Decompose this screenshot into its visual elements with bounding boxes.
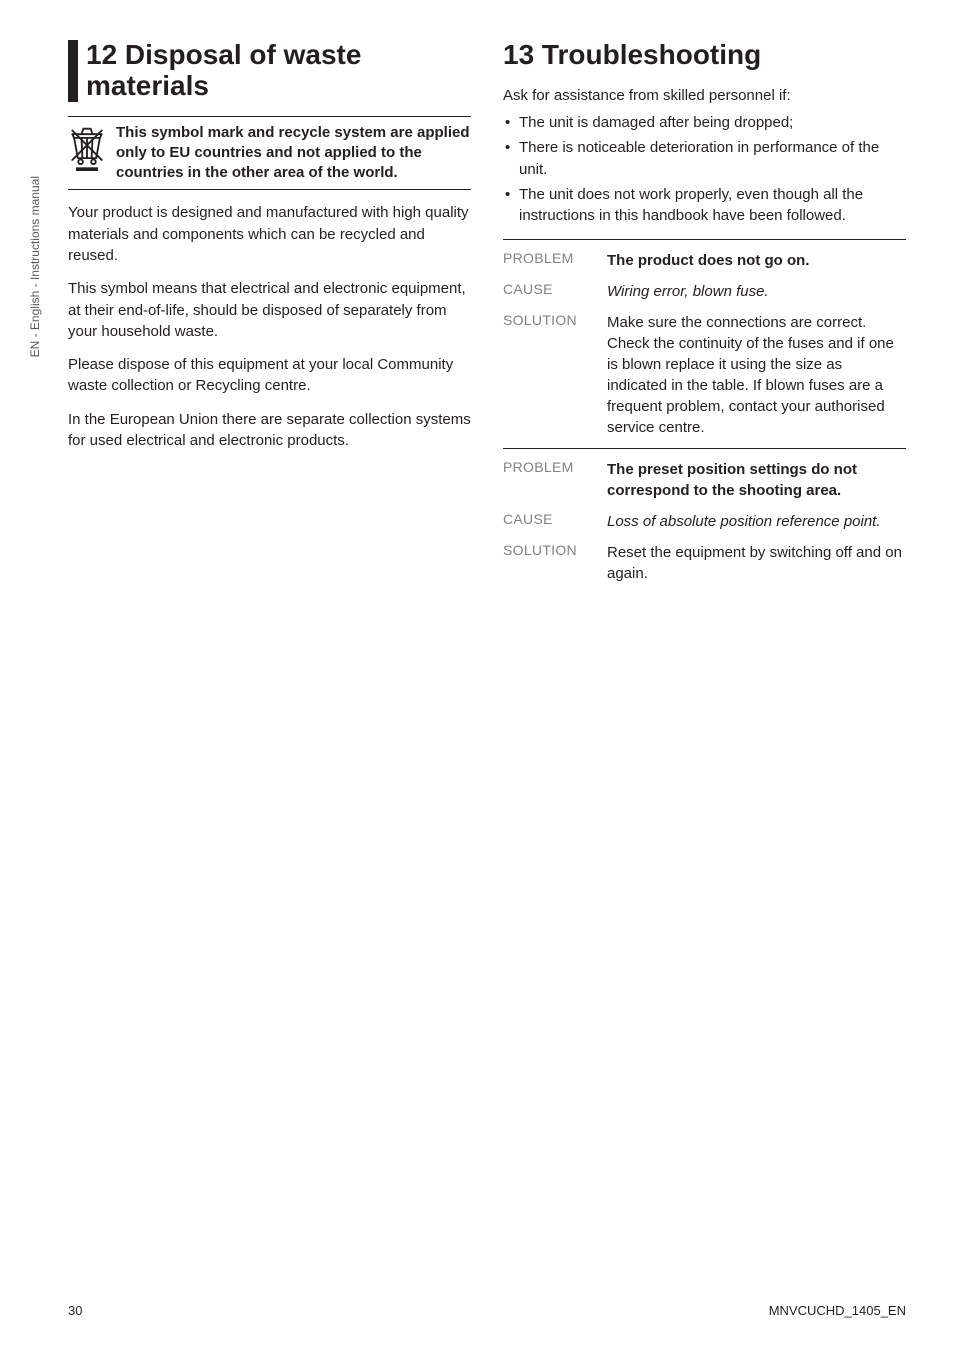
page-number: 30 [68, 1303, 82, 1318]
weee-callout: This symbol mark and recycle system are … [68, 116, 471, 191]
row-value: The product does not go on. [607, 250, 906, 271]
row-value: The preset position settings do not corr… [607, 459, 906, 501]
trouble-row-cause: CAUSE Wiring error, blown fuse. [503, 281, 906, 302]
disposal-paragraph: This symbol means that electrical and el… [68, 278, 471, 342]
bullet-item: There is noticeable deterioration in per… [503, 137, 906, 180]
section-12-heading: 12 Disposal of waste materials [68, 40, 471, 102]
disposal-paragraph: Please dispose of this equipment at your… [68, 354, 471, 397]
page-footer: 30 MNVCUCHD_1405_EN [68, 1303, 906, 1318]
heading-text: 13 Troubleshooting [503, 40, 761, 71]
section-13-heading: 13 Troubleshooting [503, 40, 906, 71]
trouble-row-cause: CAUSE Loss of absolute position referenc… [503, 511, 906, 532]
row-label: CAUSE [503, 281, 595, 302]
page-content: 12 Disposal of waste materials [0, 0, 954, 594]
troubleshoot-bullets: The unit is damaged after being dropped;… [503, 112, 906, 226]
disposal-paragraph: Your product is designed and manufacture… [68, 202, 471, 266]
troubleshoot-intro: Ask for assistance from skilled personne… [503, 85, 906, 106]
trouble-row-problem: PROBLEM The product does not go on. [503, 250, 906, 271]
trouble-row-problem: PROBLEM The preset position settings do … [503, 459, 906, 501]
trouble-row-solution: SOLUTION Make sure the connections are c… [503, 312, 906, 438]
trouble-block: PROBLEM The product does not go on. CAUS… [503, 239, 906, 438]
left-column: 12 Disposal of waste materials [68, 40, 471, 594]
disposal-paragraph: In the European Union there are separate… [68, 409, 471, 452]
row-value: Wiring error, blown fuse. [607, 281, 906, 302]
row-label: SOLUTION [503, 542, 595, 584]
row-label: CAUSE [503, 511, 595, 532]
row-value: Reset the equipment by switching off and… [607, 542, 906, 584]
trouble-block: PROBLEM The preset position settings do … [503, 448, 906, 584]
row-label: PROBLEM [503, 459, 595, 501]
bullet-item: The unit does not work properly, even th… [503, 184, 906, 227]
heading-text: 12 Disposal of waste materials [86, 40, 471, 102]
right-column: 13 Troubleshooting Ask for assistance fr… [503, 40, 906, 594]
weee-bin-icon [68, 123, 106, 176]
bullet-item: The unit is damaged after being dropped; [503, 112, 906, 133]
row-value: Make sure the connections are correct. C… [607, 312, 906, 438]
row-value: Loss of absolute position reference poin… [607, 511, 906, 532]
callout-text: This symbol mark and recycle system are … [116, 123, 471, 184]
side-language-label: EN - English - Instructions manual [28, 176, 42, 357]
row-label: SOLUTION [503, 312, 595, 438]
trouble-row-solution: SOLUTION Reset the equipment by switchin… [503, 542, 906, 584]
doc-id: MNVCUCHD_1405_EN [769, 1303, 906, 1318]
row-label: PROBLEM [503, 250, 595, 271]
heading-bar-icon [68, 40, 78, 102]
